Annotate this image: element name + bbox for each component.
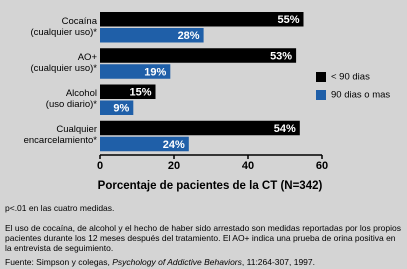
value-label: 55% xyxy=(277,14,299,26)
legend-label: 90 dias o mas xyxy=(331,90,390,101)
bar xyxy=(100,28,204,43)
x-axis-label: Porcentaje de pacientes de la CT (N=342) xyxy=(98,180,323,192)
legend-label: < 90 dias xyxy=(331,72,370,83)
value-label: 28% xyxy=(178,30,200,42)
bar xyxy=(100,48,297,63)
x-tick-label: 0 xyxy=(97,160,103,172)
bar xyxy=(100,136,189,152)
source-text: , 11:264-307, 1997. xyxy=(241,257,315,267)
y-tick-label: Alcohol (uso diario)* xyxy=(45,88,97,110)
y-tick-label: AO+ (cualquier uso)* xyxy=(30,51,97,74)
x-tick-label: 40 xyxy=(242,160,254,172)
value-label: 15% xyxy=(129,87,151,99)
value-label: 9% xyxy=(113,103,129,115)
value-label: 53% xyxy=(270,50,292,62)
value-label: 24% xyxy=(163,139,185,151)
bar xyxy=(100,100,134,115)
legend-swatch xyxy=(316,90,326,100)
y-tick-label: Cualquier encarcelamiento* xyxy=(23,124,97,147)
source-journal: Psychology of Addictive Behaviors xyxy=(112,257,242,267)
note: El uso de cocaína, de alcohol y el hecho… xyxy=(5,223,401,253)
value-label: 54% xyxy=(274,123,296,135)
x-tick-label: 60 xyxy=(316,160,328,172)
bar xyxy=(100,12,304,27)
source-text: Fuente: Simpson y colegas, xyxy=(5,257,113,267)
bar xyxy=(100,120,300,136)
legend-swatch xyxy=(316,72,326,82)
bar xyxy=(100,84,156,99)
y-tick-label: Cocaína (cualquier uso)* xyxy=(30,15,97,38)
chart: Porcentaje de pacientes de la CT (N=342)… xyxy=(97,12,390,192)
source: Fuente: Simpson y colegas, Psychology of… xyxy=(5,257,403,267)
x-tick-label: 20 xyxy=(168,160,180,172)
value-label: 19% xyxy=(144,66,166,78)
bar xyxy=(100,64,171,79)
note: p<.01 en las cuatro medidas. xyxy=(5,203,115,213)
